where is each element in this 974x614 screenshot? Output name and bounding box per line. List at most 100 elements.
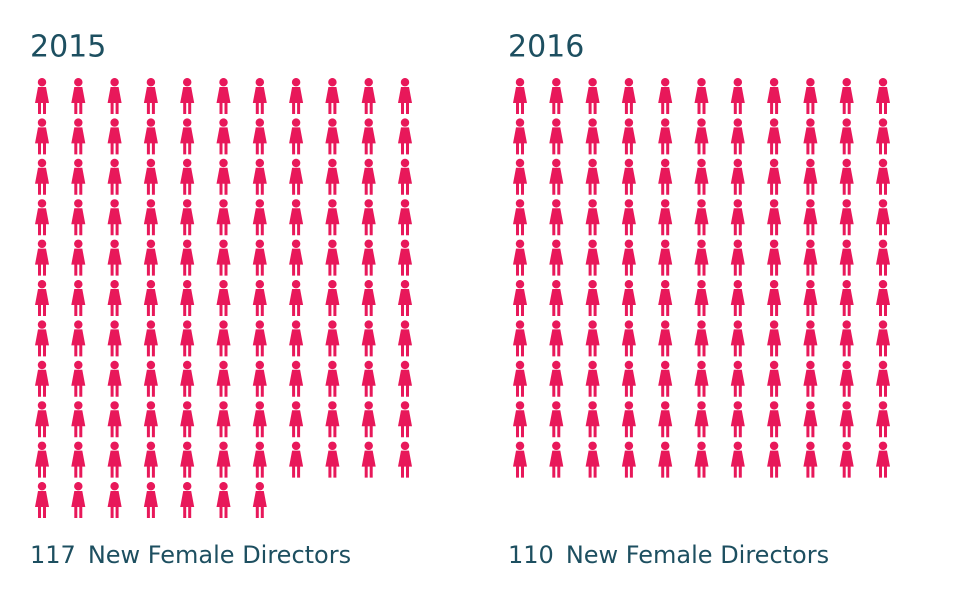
panel-title: 2015 [30,30,106,65]
person-icon [876,280,890,316]
person-icon [71,239,86,276]
person-icon [35,320,49,357]
person-icon [876,158,890,195]
person-icon [803,239,818,276]
person-icon [325,78,340,114]
person-icon [767,239,782,276]
person-icon [143,78,158,114]
person-icon [876,441,890,478]
person-icon [839,78,854,114]
person-icon [252,280,267,316]
person-icon [658,239,673,276]
caption-text: New Female Directors [566,541,829,569]
person-icon [35,401,49,438]
person-icon [658,118,673,155]
person-icon [658,401,673,438]
person-icon [361,320,376,357]
person-icon [730,320,745,357]
person-icon [71,158,86,195]
person-icon [876,320,890,357]
person-icon [585,78,600,114]
person-icon [803,320,818,357]
person-icon [289,320,304,357]
person-icon [658,441,673,478]
person-icon [839,360,854,397]
person-icon [361,441,376,478]
person-icon [71,280,86,316]
person-icon [658,280,673,316]
person-icon [252,118,267,155]
person-icon [71,118,86,155]
person-icon [767,199,782,236]
person-icon [839,118,854,155]
person-icon [621,78,636,114]
person-icon [252,482,267,518]
person-icon [694,158,709,195]
person-icon [513,320,527,357]
person-icon [658,199,673,236]
person-icon [513,158,527,195]
person-icon [621,320,636,357]
person-icon [585,118,600,155]
person-icon [694,320,709,357]
person-icon [621,401,636,438]
person-icon [216,199,231,236]
person-icon [325,280,340,316]
person-icon [252,441,267,478]
person-icon [513,239,527,276]
person-icon [180,320,195,357]
person-icon [549,199,564,236]
caption-text: New Female Directors [88,541,351,569]
person-icon [513,118,527,155]
person-icon [180,158,195,195]
person-icon [803,78,818,114]
person-icon [289,118,304,155]
caption: 110 New Female Directors [508,541,829,569]
person-icon [398,280,412,316]
person-icon [143,360,158,397]
person-icon [289,239,304,276]
person-icon [216,401,231,438]
person-icon [621,118,636,155]
pictogram [513,78,890,478]
person-icon [398,441,412,478]
person-icon [839,239,854,276]
person-icon [252,401,267,438]
person-icon [289,280,304,316]
person-icon [289,401,304,438]
person-icon [35,199,49,236]
person-icon [361,199,376,236]
value-label: 117 [30,541,76,569]
person-icon [549,158,564,195]
person-icon [107,441,122,478]
person-icon [767,441,782,478]
person-icon [252,239,267,276]
person-icon [621,280,636,316]
person-icon [839,441,854,478]
person-icon [621,441,636,478]
person-icon [143,199,158,236]
person-icon [730,199,745,236]
person-icon [549,118,564,155]
person-icon [767,401,782,438]
person-icon [35,158,49,195]
person-icon [549,78,564,114]
person-icon [71,401,86,438]
person-icon [107,280,122,316]
person-icon [107,360,122,397]
person-icon [289,199,304,236]
person-icon [398,320,412,357]
person-icon [803,441,818,478]
person-icon [35,441,49,478]
person-icon [180,401,195,438]
person-icon [876,199,890,236]
person-icon [180,280,195,316]
person-icon [143,441,158,478]
person-icon [325,199,340,236]
person-icon [143,320,158,357]
person-icon [107,199,122,236]
person-icon [325,401,340,438]
person-icon [694,239,709,276]
caption: 117 New Female Directors [30,541,351,569]
person-icon [216,482,231,518]
